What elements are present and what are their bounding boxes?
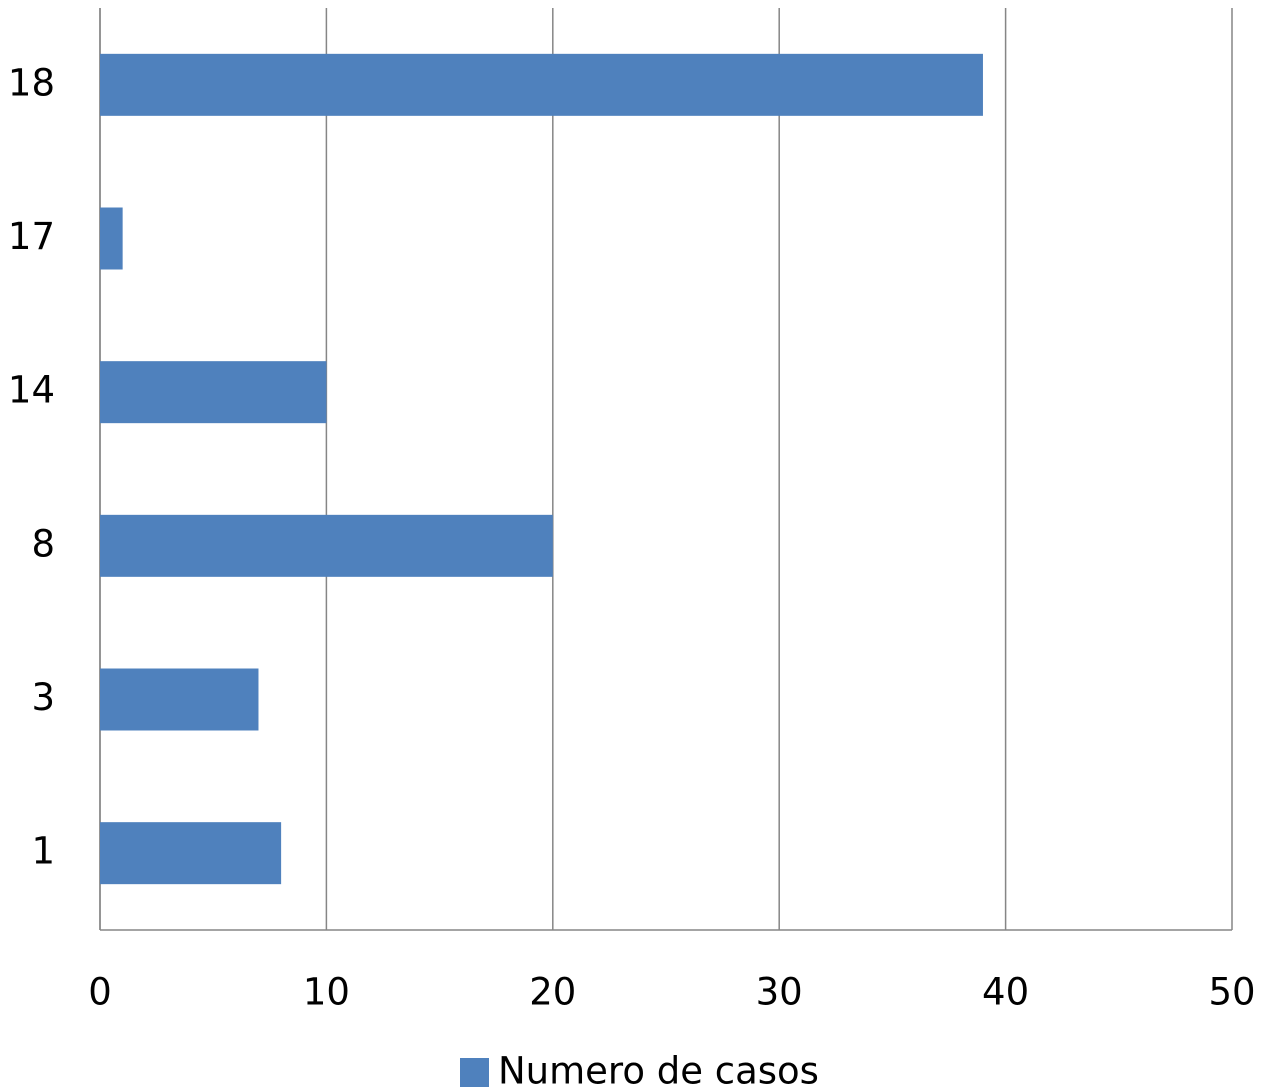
bar	[100, 822, 282, 885]
x-tick-label: 10	[303, 971, 350, 1014]
y-tick-label: 1	[31, 830, 55, 873]
x-tick-label: 50	[1208, 971, 1255, 1014]
y-tick-label: 18	[8, 61, 55, 104]
y-tick-label: 3	[31, 676, 55, 719]
x-tick-label: 30	[756, 971, 803, 1014]
bar	[100, 514, 553, 577]
legend-label: Numero de casos	[498, 1050, 819, 1091]
y-tick-label: 14	[8, 369, 55, 412]
bar	[100, 207, 123, 270]
legend-swatch	[460, 1058, 489, 1087]
y-tick-label: 17	[8, 215, 55, 258]
y-tick-label: 8	[31, 522, 55, 565]
bar	[100, 53, 983, 116]
x-tick-label: 0	[88, 971, 112, 1014]
bar	[100, 668, 259, 731]
x-tick-label: 40	[982, 971, 1029, 1014]
x-tick-label: 20	[529, 971, 576, 1014]
bar	[100, 361, 327, 424]
